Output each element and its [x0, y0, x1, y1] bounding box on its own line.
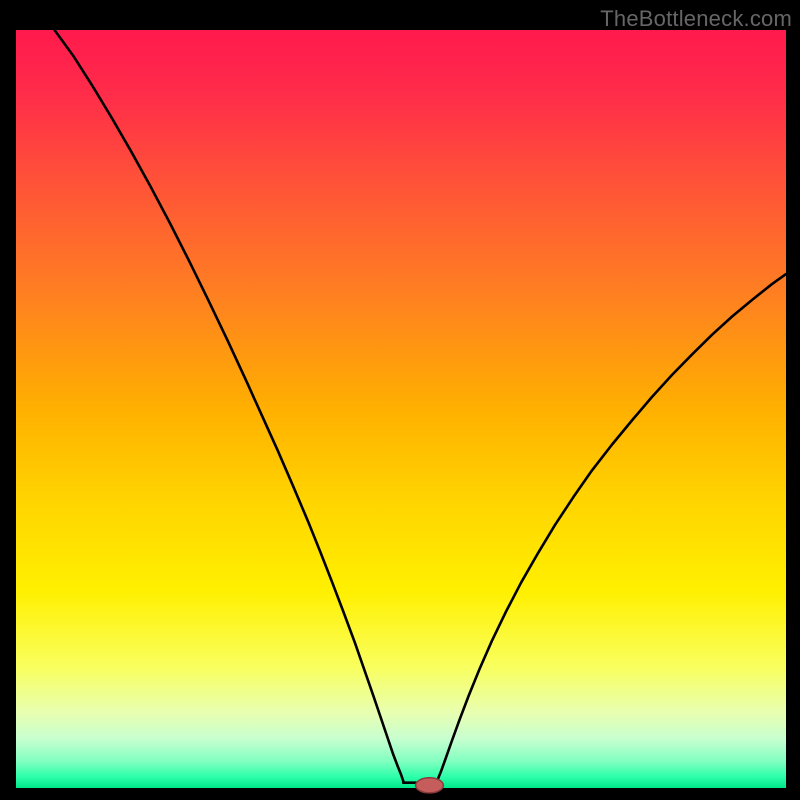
- plot-svg: [0, 0, 800, 800]
- plot-background: [16, 30, 786, 788]
- plot-container: TheBottleneck.com: [0, 0, 800, 800]
- optimal-point-marker: [416, 778, 444, 793]
- watermark-text: TheBottleneck.com: [600, 6, 792, 32]
